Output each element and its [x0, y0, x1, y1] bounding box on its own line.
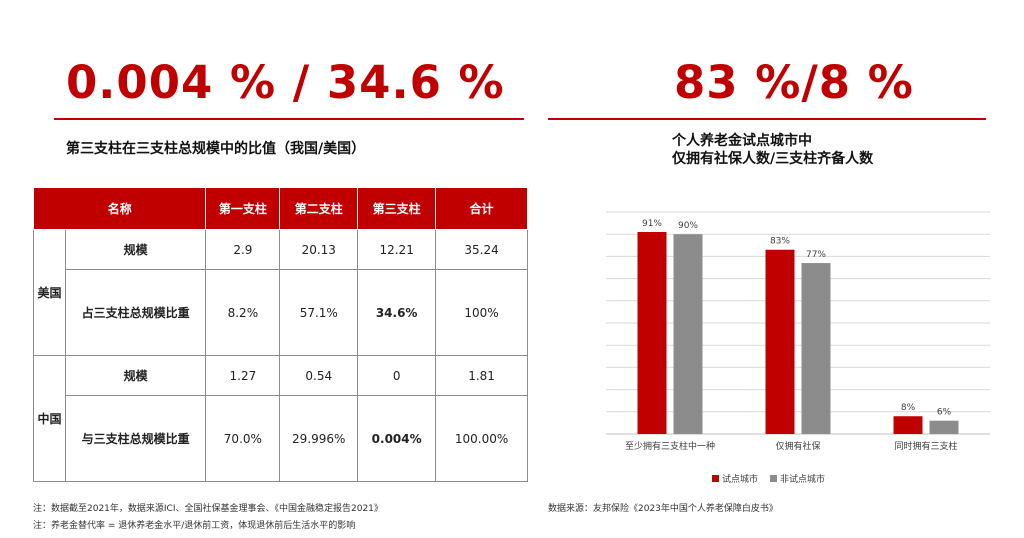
row-label: 规模 [64, 229, 207, 270]
table-cell-highlight: 34.6% [357, 269, 437, 356]
table-row: 占三支柱总规模比重 8.2% 57.1% 34.6% 100% [34, 269, 528, 356]
chart-source: 数据来源：友邦保险《2023年中国个人养老保障白皮书》 [548, 504, 778, 514]
table-cell: 100% [435, 269, 528, 356]
table-cell: 35.24 [435, 229, 528, 270]
data-label: 90% [678, 221, 698, 231]
x-tick-label: 仅拥有社保 [775, 440, 820, 452]
bar [765, 249, 795, 434]
pension-bar-chart: 91% 90% 至少拥有三支柱中一种 83% 77% 仅拥有社保 8% 6% 同时拥有三支柱 试… [606, 211, 990, 485]
table-cell: 20.13 [279, 229, 359, 270]
headline-ratio-right: 83 %/8 % [674, 56, 914, 109]
divider-right [548, 118, 986, 120]
table-header-row: 名称 第一支柱 第二支柱 第三支柱 合计 [32, 187, 528, 230]
bar [929, 420, 959, 434]
header-pillar-2: 第二支柱 [279, 187, 359, 230]
chart-heading-line2: 仅拥有社保人数/三支柱齐备人数 [672, 151, 874, 167]
country-us: 美国 [33, 229, 66, 356]
table-row: 与三支柱总规模比重 70.0% 29.996% 0.004% 100.00% [34, 395, 528, 482]
bar [893, 416, 923, 434]
table-row: 美国 规模 2.9 20.13 12.21 35.24 [33, 229, 528, 356]
data-label: 83% [770, 237, 790, 247]
data-label: 91% [642, 219, 662, 229]
chart-heading: 个人养老金试点城市中 仅拥有社保人数/三支柱齐备人数 [672, 132, 873, 168]
table-cell: 100.00% [435, 395, 528, 482]
row-label: 占三支柱总规模比重 [64, 269, 207, 356]
row-label: 规模 [64, 355, 207, 396]
footnote: 注：数据截至2021年，数据来源ICI、全国社保基金理事会、《中国金融稳定报告2… [33, 504, 383, 514]
x-tick-label: 同时拥有三支柱 [894, 440, 957, 452]
table-cell: 12.21 [357, 229, 437, 270]
table-cell: 29.996% [279, 395, 359, 482]
header-total: 合计 [435, 187, 528, 230]
bar [637, 231, 667, 434]
table-cell: 8.2% [205, 269, 281, 356]
pillar-comparison-table: 名称 第一支柱 第二支柱 第三支柱 合计 美国 规模 2.9 20.13 12.… [32, 187, 528, 482]
headline-ratio-left: 0.004 % / 34.6 % [66, 56, 505, 109]
country-cn: 中国 [33, 355, 66, 482]
data-label: 77% [806, 250, 826, 260]
table-cell: 57.1% [279, 269, 359, 356]
table-row: 中国 规模 1.27 0.54 0 1.81 [33, 355, 528, 482]
data-label: 8% [901, 403, 916, 413]
legend-label: 非试点城市 [780, 473, 825, 485]
bar [801, 263, 831, 434]
x-tick-label: 至少拥有三支柱中一种 [625, 440, 715, 452]
table-cell: 1.81 [435, 355, 528, 396]
divider-left [54, 118, 524, 120]
row-label: 与三支柱总规模比重 [64, 395, 207, 482]
table-cell: 0 [357, 355, 437, 396]
table-cell-highlight: 0.004% [357, 395, 437, 482]
chart-labels: 91% 90% 至少拥有三支柱中一种 83% 77% 仅拥有社保 8% 6% 同时拥有三支柱 [625, 219, 958, 452]
table-title: 第三支柱在三支柱总规模中的比值（我国/美国） [66, 141, 366, 157]
table-cell: 2.9 [205, 229, 281, 270]
footnote: 注：养老金替代率 = 退休养老金水平/退休前工资，体现退休前后生活水平的影响 [33, 521, 356, 531]
legend-swatch [712, 475, 719, 482]
header-name: 名称 [32, 187, 207, 230]
table-cell: 70.0% [205, 395, 281, 482]
legend-label: 试点城市 [722, 473, 758, 485]
data-label: 6% [937, 408, 952, 418]
legend-swatch [770, 475, 777, 482]
table-cell: 0.54 [279, 355, 359, 396]
chart-heading-line1: 个人养老金试点城市中 [672, 133, 812, 149]
bar [673, 234, 703, 434]
table-cell: 1.27 [205, 355, 281, 396]
header-pillar-1: 第一支柱 [205, 187, 281, 230]
header-pillar-3: 第三支柱 [357, 187, 437, 230]
chart-grid [606, 211, 990, 435]
chart-legend: 试点城市 非试点城市 [712, 473, 825, 485]
footnotes: 注：数据截至2021年，数据来源ICI、全国社保基金理事会、《中国金融稳定报告2… [33, 501, 383, 535]
chart-bars [637, 231, 959, 434]
